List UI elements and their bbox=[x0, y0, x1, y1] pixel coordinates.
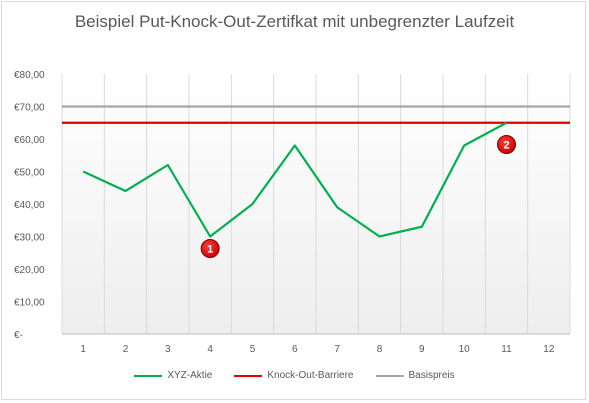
y-tick-label: €50,00 bbox=[14, 168, 45, 179]
legend-item: Basispreis bbox=[375, 370, 455, 381]
legend-item: Knock-Out-Barriere bbox=[234, 370, 354, 381]
y-tick-label: €- bbox=[14, 330, 23, 341]
x-tick-label: 4 bbox=[207, 344, 213, 355]
x-tick-label: 11 bbox=[501, 344, 512, 355]
annotation-label: 1 bbox=[207, 244, 213, 256]
legend-swatch bbox=[375, 374, 404, 377]
x-tick-label: 8 bbox=[377, 344, 383, 355]
annotation-marker bbox=[200, 239, 220, 258]
x-tick-label: 1 bbox=[80, 344, 86, 355]
x-tick-label: 7 bbox=[334, 344, 340, 355]
annotation-marker bbox=[497, 135, 516, 154]
y-tick-label: €80,00 bbox=[14, 70, 45, 81]
legend-swatch bbox=[234, 374, 263, 377]
x-tick-label: 12 bbox=[543, 344, 555, 355]
y-tick-label: €70,00 bbox=[14, 103, 45, 114]
series-line-0 bbox=[82, 121, 508, 238]
legend-label: Knock-Out-Barriere bbox=[267, 370, 354, 381]
y-tick-label: €10,00 bbox=[14, 298, 45, 309]
x-tick-label: 5 bbox=[250, 344, 256, 355]
legend-label: XYZ-Aktie bbox=[167, 370, 213, 381]
x-tick-label: 2 bbox=[123, 344, 129, 355]
x-tick-label: 9 bbox=[419, 344, 425, 355]
x-tick-label: 3 bbox=[165, 344, 171, 355]
x-tick-label: 6 bbox=[292, 344, 298, 355]
chart-title: Beispiel Put-Knock-Out-Zertifkat mit unb… bbox=[74, 12, 515, 31]
x-tick-label: 10 bbox=[459, 344, 471, 355]
legend-item: XYZ-Aktie bbox=[134, 370, 212, 381]
y-tick-label: €60,00 bbox=[14, 135, 45, 146]
y-tick-label: €40,00 bbox=[14, 200, 45, 211]
y-tick-label: €20,00 bbox=[14, 265, 45, 276]
legend-label: Basispreis bbox=[408, 370, 455, 381]
legend-swatch bbox=[134, 374, 163, 377]
annotation-label: 2 bbox=[503, 140, 509, 152]
y-tick-label: €30,00 bbox=[14, 233, 45, 244]
legend: XYZ-Aktie Knock-Out-Barriere Basispreis bbox=[0, 370, 589, 381]
